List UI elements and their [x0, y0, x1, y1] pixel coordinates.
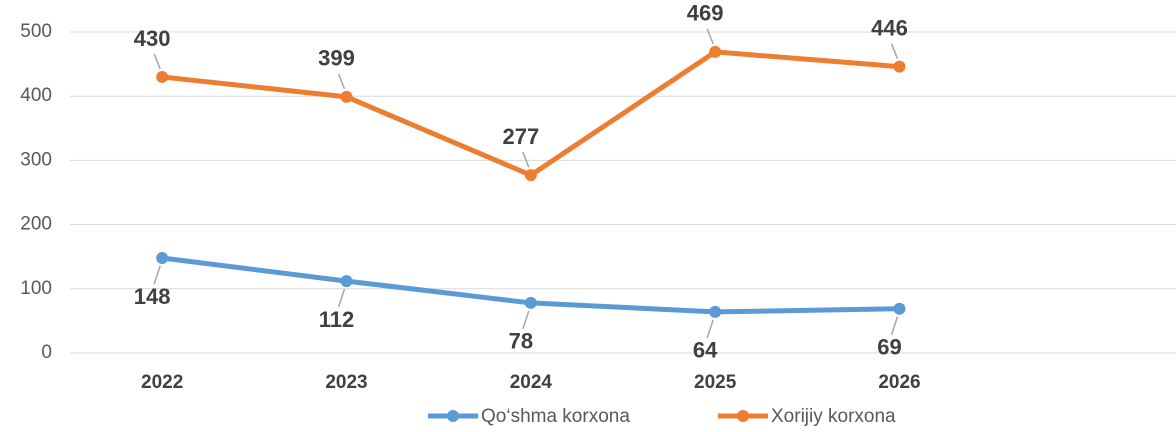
leader-line [337, 73, 346, 90]
marker [709, 45, 722, 58]
marker [524, 169, 537, 182]
leader-line [522, 310, 530, 330]
leader-line [153, 53, 161, 70]
data-label: 69 [877, 335, 901, 360]
marker [156, 251, 169, 264]
data-label: 148 [134, 284, 171, 309]
legend-marker [737, 410, 749, 422]
x-tick-label: 2023 [325, 372, 367, 393]
marker [893, 60, 906, 73]
leader-line [890, 43, 899, 59]
x-tick-label: 2024 [510, 372, 553, 393]
leader-line [153, 265, 161, 285]
x-tick-label: 2026 [878, 372, 920, 393]
y-tick-label: 100 [20, 278, 52, 299]
legend-label: Xorijiy korxona [771, 406, 896, 427]
data-label: 469 [687, 1, 724, 26]
marker [340, 90, 353, 103]
data-label: 277 [502, 124, 539, 149]
leader-line [706, 319, 714, 339]
y-tick-label: 400 [20, 85, 52, 106]
data-label: 64 [693, 338, 718, 363]
data-label: 430 [134, 26, 171, 51]
legend-marker [447, 410, 459, 422]
leader-line [522, 151, 530, 168]
data-label: 112 [319, 307, 355, 332]
x-tick-label: 2025 [694, 372, 737, 393]
leader-line [890, 316, 899, 335]
y-tick-label: 300 [20, 149, 52, 170]
y-tick-label: 0 [41, 342, 52, 363]
y-tick-label: 500 [20, 21, 52, 42]
data-label: 399 [318, 46, 355, 71]
leader-line [337, 288, 346, 308]
legend-item: Qo‘shma korxona [428, 406, 630, 427]
legend-label: Qo‘shma korxona [481, 406, 630, 427]
marker [156, 70, 169, 83]
legend-item: Xorijiy korxona [718, 406, 896, 427]
data-label: 446 [871, 15, 908, 40]
leader-line [706, 28, 714, 45]
marker [893, 302, 906, 315]
marker [340, 275, 353, 288]
marker [524, 296, 537, 309]
x-tick-label: 2022 [141, 372, 183, 393]
y-tick-label: 200 [20, 214, 52, 235]
marker [709, 305, 722, 318]
data-label: 78 [509, 329, 533, 354]
series-line [161, 49, 900, 178]
